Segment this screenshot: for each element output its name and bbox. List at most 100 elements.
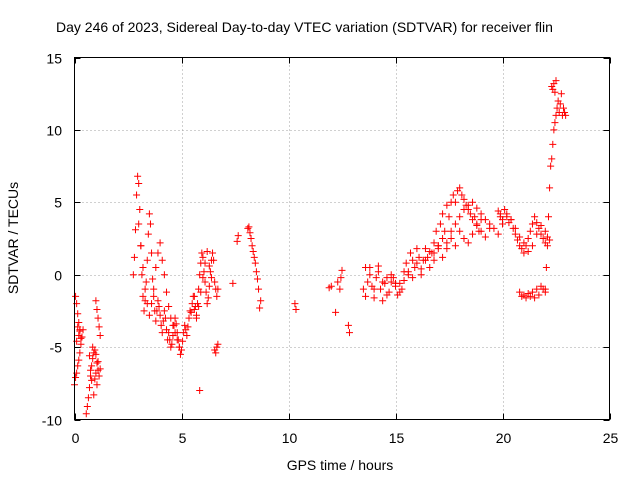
- data-point: [88, 376, 96, 384]
- data-point: [337, 274, 345, 282]
- data-point: [499, 220, 506, 228]
- data-point: [82, 410, 90, 418]
- y-tick-label: -10: [42, 413, 62, 429]
- data-point: [338, 266, 346, 274]
- data-point: [213, 343, 221, 351]
- data-point: [464, 201, 472, 209]
- data-point: [439, 235, 447, 242]
- data-point: [291, 300, 299, 308]
- data-point: [158, 256, 166, 264]
- data-point: [383, 274, 391, 282]
- data-point: [562, 111, 570, 119]
- data-point: [430, 256, 438, 264]
- data-point: [92, 369, 100, 377]
- data-point: [426, 248, 434, 256]
- data-point: [561, 109, 569, 117]
- y-tick-label: 5: [54, 195, 62, 211]
- data-point: [186, 307, 194, 315]
- data-point: [439, 210, 447, 218]
- data-point: [451, 242, 459, 250]
- data-point: [256, 304, 264, 312]
- data-point: [163, 288, 171, 296]
- data-point: [477, 227, 485, 235]
- data-point: [74, 323, 82, 331]
- y-tick-label: 10: [46, 123, 62, 139]
- data-point: [89, 343, 97, 351]
- data-point: [92, 350, 100, 358]
- data-point: [344, 321, 352, 329]
- y-tick-label: 15: [46, 51, 62, 67]
- data-point: [152, 263, 160, 271]
- data-point: [451, 220, 459, 228]
- data-point: [94, 358, 102, 366]
- data-point: [141, 285, 149, 293]
- data-point: [535, 291, 543, 299]
- data-point: [526, 227, 534, 235]
- data-point: [436, 220, 444, 228]
- data-point: [443, 201, 451, 209]
- y-tick-labels: -10 -5 0 5 10 15: [42, 51, 62, 429]
- data-point: [552, 77, 560, 85]
- data-point: [190, 305, 198, 313]
- data-point: [83, 402, 91, 410]
- data-point: [402, 259, 410, 267]
- data-point: [362, 292, 370, 300]
- y-tick-label: 0: [54, 268, 62, 284]
- data-point: [192, 311, 200, 319]
- data-point: [370, 294, 378, 302]
- data-point: [327, 282, 335, 290]
- data-point: [552, 111, 560, 119]
- data-point: [533, 219, 541, 227]
- y-axis-title: SDTVAR / TECUs: [5, 182, 21, 294]
- data-point: [411, 263, 419, 271]
- data-point: [441, 227, 449, 235]
- data-point: [432, 227, 440, 235]
- data-point: [138, 271, 146, 279]
- data-point: [212, 349, 220, 357]
- data-point: [171, 329, 179, 337]
- data-point: [257, 297, 265, 305]
- data-point: [158, 329, 166, 337]
- data-point: [542, 263, 550, 271]
- data-point: [214, 340, 222, 348]
- data-point: [460, 195, 468, 203]
- plot-frame: [74, 57, 610, 420]
- data-point: [469, 230, 477, 238]
- data-point: [246, 229, 254, 237]
- data-point: [179, 337, 187, 345]
- data-point: [139, 292, 147, 300]
- data-point: [166, 336, 174, 344]
- data-point: [370, 285, 378, 293]
- data-point: [516, 288, 524, 296]
- data-point: [233, 237, 241, 245]
- data-point: [168, 340, 176, 348]
- data-point: [334, 278, 342, 286]
- data-point: [430, 239, 438, 247]
- data-point: [556, 100, 564, 108]
- data-point: [204, 294, 212, 302]
- data-point: [439, 253, 447, 261]
- data-point: [546, 236, 554, 244]
- data-point: [473, 221, 481, 229]
- data-point: [149, 275, 157, 283]
- data-point: [199, 253, 207, 261]
- data-point: [94, 314, 102, 322]
- data-point: [473, 204, 481, 212]
- data-point: [155, 303, 163, 311]
- data-point: [456, 213, 464, 221]
- data-point: [245, 223, 253, 231]
- data-point: [92, 297, 100, 305]
- data-point: [481, 233, 489, 241]
- data-point: [157, 321, 165, 329]
- data-point: [76, 349, 84, 357]
- data-point: [75, 318, 83, 326]
- data-point: [210, 256, 218, 264]
- data-point: [145, 210, 153, 218]
- data-point: [336, 285, 344, 293]
- data-point: [154, 249, 162, 257]
- data-point: [486, 224, 494, 232]
- data-point: [526, 292, 534, 300]
- data-point: [136, 206, 144, 214]
- data-point: [176, 350, 184, 358]
- data-point: [292, 305, 300, 313]
